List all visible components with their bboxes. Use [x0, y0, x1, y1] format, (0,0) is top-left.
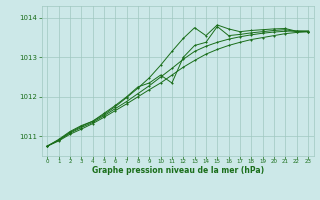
X-axis label: Graphe pression niveau de la mer (hPa): Graphe pression niveau de la mer (hPa): [92, 166, 264, 175]
